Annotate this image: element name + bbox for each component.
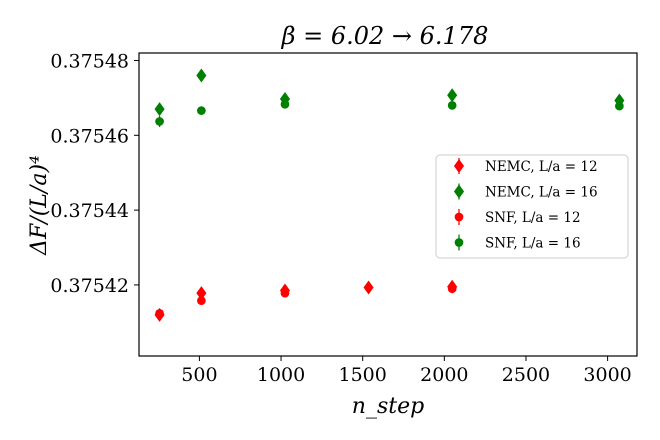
legend-box [435,154,629,259]
legend-label: NEMC, L/a = 12 [485,159,598,175]
data-point [196,68,207,83]
y-tick-label: 0.37544 [50,200,129,222]
data-point [280,99,290,109]
data-point [154,102,165,117]
plot-frame [138,52,638,357]
x-tick-label: 2000 [420,364,468,386]
chart-title: β = 6.02 → 6.178 [281,22,489,50]
x-tick-label: 500 [181,364,217,386]
x-tick-label: 1000 [257,364,305,386]
y-tick-label: 0.37548 [50,50,129,72]
data-point [447,88,458,103]
x-tick-label: 3000 [583,364,631,386]
legend-marker [453,184,465,199]
data-point [280,288,290,298]
x-tick-label: 2500 [502,364,550,386]
x-axis-label: n_step [352,394,424,419]
data-point [197,106,206,115]
legend-label: SNF, L/a = 16 [485,236,581,252]
data-point [615,101,624,111]
series-2 [155,284,457,318]
data-point [197,296,206,305]
data-series [154,68,625,322]
legend-marker [453,159,465,173]
legend-marker [454,238,464,247]
legend-label: SNF, L/a = 12 [485,210,581,226]
x-tick-label: 1500 [339,364,387,386]
data-point [447,284,457,294]
y-tick-label: 0.37542 [50,275,129,297]
y-axis-label: ΔF/(L/a)⁴ [27,155,52,256]
data-point [447,101,457,110]
legend-label: NEMC, L/a = 16 [485,185,598,201]
series-3 [155,99,624,128]
data-point [155,117,164,126]
y-tick-label: 0.37546 [50,125,129,147]
series-1 [154,68,625,117]
data-point [196,286,207,301]
axes: 500 1000 1500 2000 2500 3000 0.37542 0.37544 0.3… [50,50,631,386]
legend-marker [454,212,464,222]
legend: NEMC, L/a = 12 NEMC, L/a = 16 SNF, L/a = 1… [435,154,629,259]
data-point [155,309,164,318]
data-point [363,280,374,295]
